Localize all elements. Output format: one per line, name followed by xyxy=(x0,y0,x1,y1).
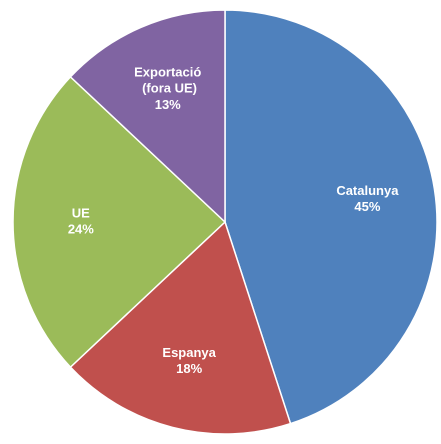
pie-slice xyxy=(224,9,438,425)
value-label: 13% xyxy=(155,97,181,112)
label-line: Exportació xyxy=(134,65,201,80)
slice-label: UE xyxy=(72,205,90,220)
pie-slice xyxy=(12,75,227,369)
slice-label: Exportació (fora UE) xyxy=(134,65,201,96)
slice-label: Espanya xyxy=(162,345,216,360)
value-label: 18% xyxy=(176,361,202,376)
value-label: 45% xyxy=(354,199,380,214)
slice-label: Catalunya xyxy=(336,183,399,198)
value-label: 24% xyxy=(68,221,94,236)
pie-slice xyxy=(69,9,226,224)
label-line: (fora UE) xyxy=(138,81,197,96)
pie-slice xyxy=(69,220,292,435)
